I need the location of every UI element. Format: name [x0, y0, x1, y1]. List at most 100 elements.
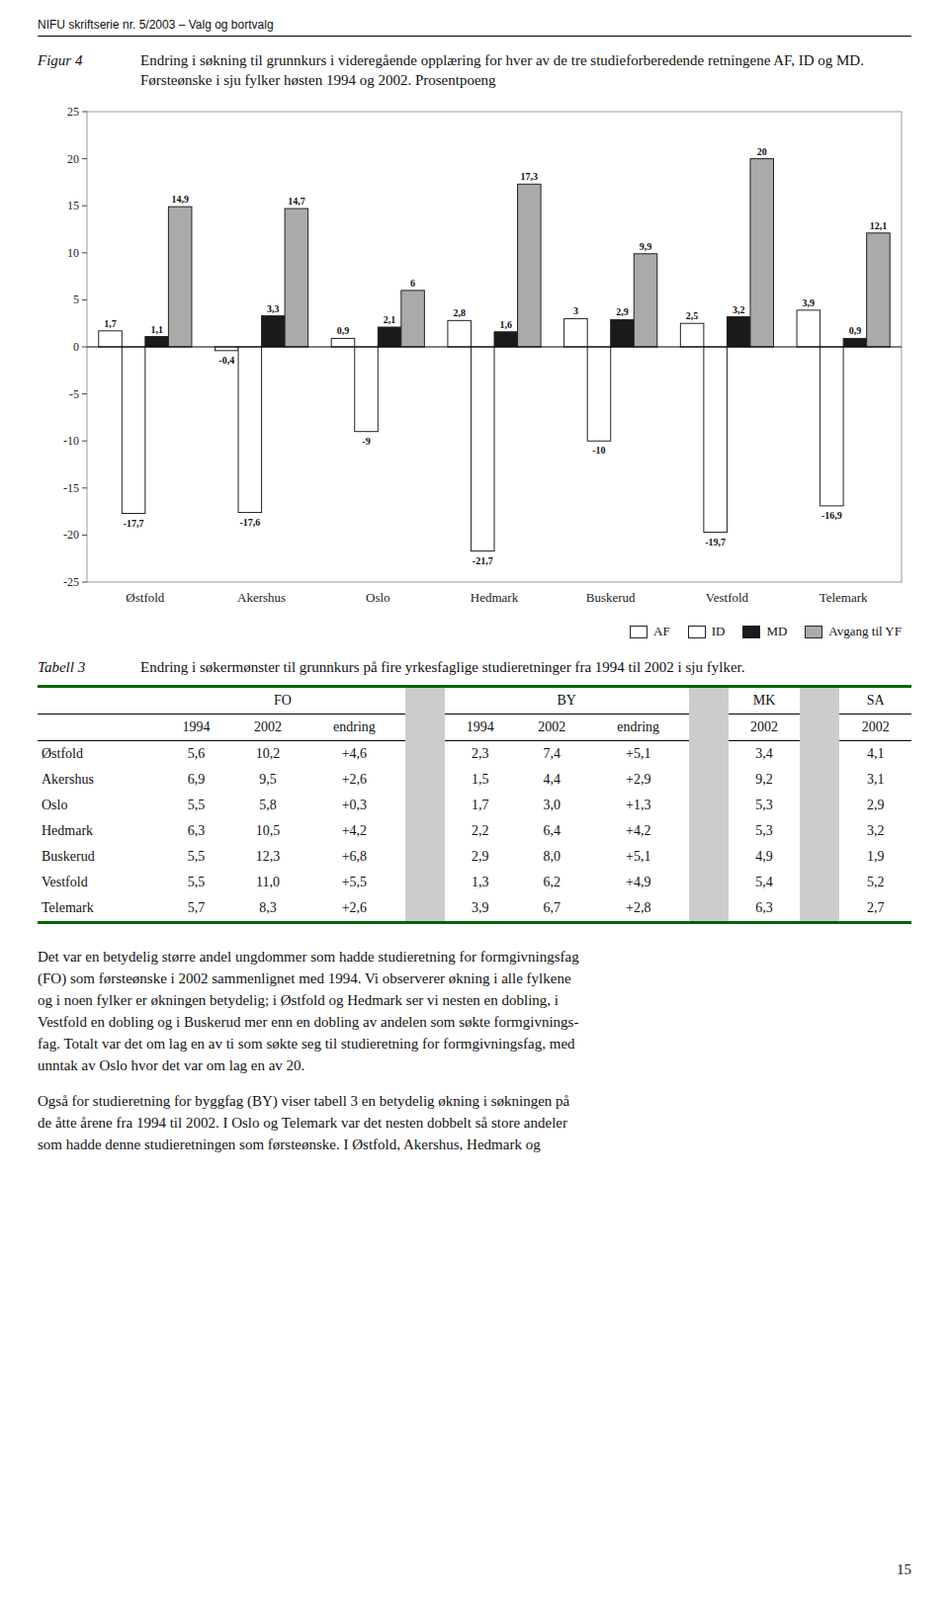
- table-subheader: 2002: [839, 714, 912, 742]
- table-spacer: [405, 792, 445, 819]
- table-cell: +2,6: [303, 767, 405, 793]
- table-subheader: 1994: [444, 714, 518, 742]
- y-tick-label: -5: [69, 387, 80, 402]
- y-tick: [82, 534, 87, 536]
- table-cell: 10,5: [232, 818, 305, 845]
- table-subheader: 2002: [516, 714, 589, 742]
- data-label: 1,1: [150, 324, 164, 336]
- bar-chart: -25-20-15-10-505101520251,7-0,40,92,832,…: [37, 97, 912, 622]
- table-row-label: Østfold: [37, 741, 161, 769]
- table-cell: 10,2: [232, 741, 305, 769]
- table-cell: +2,6: [303, 895, 405, 924]
- table-corner: [37, 714, 161, 742]
- table-cell: 5,2: [839, 869, 912, 896]
- table-cell: +0,3: [303, 792, 405, 819]
- table-cell: 5,4: [728, 869, 801, 896]
- bar: [331, 338, 355, 347]
- table-spacer: [689, 767, 729, 793]
- paragraph-line: Vestfold en dobling og i Buskerud mer en…: [37, 1011, 912, 1034]
- table-spacer: [405, 687, 445, 715]
- x-tick-label: Østfold: [125, 590, 166, 605]
- data-label: 1,6: [500, 319, 514, 331]
- table-cell: +6,8: [303, 844, 405, 870]
- table-spacer: [799, 767, 840, 793]
- table-row: Oslo5,55,8+0,31,73,0+1,35,32,9: [37, 792, 912, 819]
- table-cell: 2,2: [444, 818, 518, 845]
- table-cell: +1,3: [588, 792, 690, 819]
- data-label: 6: [410, 277, 416, 289]
- bar: [866, 233, 891, 347]
- data-label: 2,1: [383, 314, 397, 326]
- table-cell: 3,0: [516, 792, 589, 819]
- bar: [401, 290, 426, 347]
- table-spacer: [799, 895, 840, 924]
- y-tick: [82, 393, 87, 395]
- legend-swatch: [804, 625, 823, 639]
- data-label: 14,7: [287, 195, 306, 207]
- table-spacer: [405, 818, 445, 845]
- table-cell: 6,3: [160, 818, 233, 845]
- data-label: 20: [757, 146, 768, 158]
- bar: [587, 346, 611, 441]
- x-tick-label: Akershus: [237, 590, 286, 605]
- table-spacer: [689, 714, 729, 742]
- table-cell: 8,3: [232, 895, 305, 924]
- paragraph-line: Det var en betydelig større andel ungdom…: [37, 946, 912, 968]
- caption-label: Figur 4: [37, 50, 141, 71]
- caption: Tabell 3Endring i søkermønster til grunn…: [37, 657, 912, 678]
- table-cell: 6,9: [160, 767, 233, 793]
- table-cell: +4,2: [303, 818, 405, 845]
- table-spacer: [405, 767, 445, 793]
- data-label: 0,9: [849, 325, 863, 337]
- table-cell: 6,3: [728, 895, 801, 924]
- paragraph-line: som hadde denne studieretningen som førs…: [37, 1133, 912, 1156]
- table-cell: +4,6: [303, 741, 405, 769]
- bar: [261, 316, 286, 347]
- table-subheader-row: 19942002endring19942002endring20022002: [37, 714, 912, 742]
- zero-axis: [86, 346, 902, 348]
- table-cell: 2,7: [839, 895, 912, 924]
- paragraph-line: og i noen fylker er økningen betydelig; …: [37, 989, 912, 1012]
- bar: [214, 346, 239, 351]
- data-label: 2,5: [686, 310, 699, 322]
- bar: [145, 337, 170, 347]
- table-cell: 2,3: [444, 741, 518, 769]
- y-tick: [82, 205, 87, 207]
- y-tick: [82, 440, 87, 442]
- y-tick: [82, 582, 87, 584]
- table-cell: +4,9: [588, 869, 690, 896]
- x-tick-label: Vestfold: [705, 590, 750, 605]
- table-spacer: [689, 792, 729, 819]
- legend-swatch: [742, 625, 761, 639]
- table-spacer: [405, 714, 445, 742]
- legend-item: ID: [688, 623, 726, 640]
- table-cell: 11,0: [232, 869, 305, 896]
- bar: [843, 338, 867, 347]
- table-cell: 4,4: [516, 767, 589, 793]
- bar: [494, 332, 518, 347]
- table-cell: 3,4: [728, 741, 801, 769]
- data-label: 2,9: [615, 306, 629, 318]
- bar: [796, 310, 821, 347]
- table-spacer: [689, 869, 729, 896]
- table-spacer: [799, 714, 840, 742]
- bar: [284, 208, 309, 347]
- caption-text: Endring i søkning til grunnkurs i videre…: [140, 50, 912, 90]
- x-tick-label: Telemark: [819, 590, 868, 605]
- caption-label: Tabell 3: [37, 657, 141, 678]
- table-group-header: BY: [444, 687, 690, 715]
- table-cell: 1,3: [444, 869, 518, 896]
- bar: [564, 318, 589, 347]
- table-cell: +2,8: [588, 895, 690, 924]
- data-label: -9: [361, 435, 370, 447]
- legend-label: Avgang til YF: [828, 623, 902, 640]
- data-label: 9,9: [639, 241, 653, 253]
- bar: [680, 323, 704, 347]
- table-spacer: [405, 741, 445, 769]
- y-tick-label: 5: [73, 292, 80, 307]
- paragraph-line: Også for studieretning for byggfag (BY) …: [37, 1090, 912, 1113]
- table-subheader: endring: [588, 714, 690, 742]
- table-cell: +4,2: [588, 818, 690, 845]
- bar: [121, 346, 146, 515]
- y-tick: [82, 346, 87, 348]
